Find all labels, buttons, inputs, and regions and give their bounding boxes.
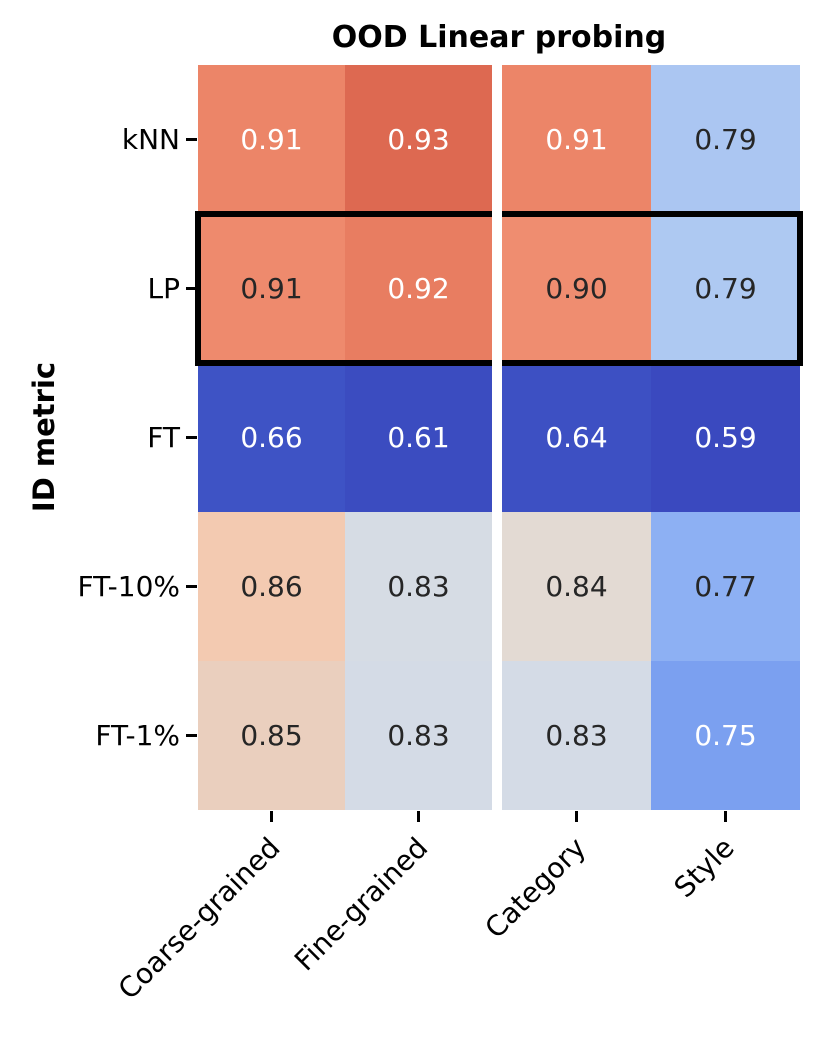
y-tick-label-FT-10%: FT-10% — [77, 569, 180, 603]
heatmap-cell-FT-10%-Category: 0.84 — [502, 512, 651, 661]
y-tick-label-LP: LP — [147, 271, 180, 305]
heatmap-cell-kNN-Style: 0.79 — [651, 65, 800, 214]
heatmap-cell-kNN-Fine-grained: 0.93 — [345, 65, 492, 214]
cell-value: 0.83 — [545, 718, 608, 752]
cell-value: 0.93 — [387, 122, 450, 156]
cell-value: 0.66 — [240, 420, 303, 454]
y-tick-label-kNN: kNN — [121, 122, 180, 156]
heatmap-cell-FT-Fine-grained: 0.61 — [345, 363, 492, 512]
cell-value: 0.83 — [387, 569, 450, 603]
cell-value: 0.75 — [694, 718, 757, 752]
heatmap-cell-FT-1%-Fine-grained: 0.83 — [345, 661, 492, 810]
y-tick-label-FT: FT — [147, 420, 180, 454]
cell-value: 0.86 — [240, 569, 303, 603]
y-tick-mark — [186, 287, 197, 290]
cell-value: 0.91 — [545, 122, 608, 156]
x-tick-mark — [575, 811, 578, 822]
x-tick-label-Coarse-grained: Coarse-grained — [112, 831, 287, 1006]
heatmap-cell-FT-10%-Fine-grained: 0.83 — [345, 512, 492, 661]
cell-value: 0.92 — [387, 271, 450, 305]
x-tick-mark — [270, 811, 273, 822]
y-tick-mark — [186, 436, 197, 439]
x-tick-label-Category: Category — [478, 831, 592, 945]
cell-value: 0.91 — [240, 271, 303, 305]
heatmap-cell-kNN-Category: 0.91 — [502, 65, 651, 214]
cell-value: 0.90 — [545, 271, 608, 305]
cell-value: 0.84 — [545, 569, 608, 603]
cell-value: 0.61 — [387, 420, 450, 454]
cell-value: 0.83 — [387, 718, 450, 752]
chart-title: OOD Linear probing — [331, 20, 667, 55]
heatmap-plot-area: 0.91 0.93 0.91 0.79 0.91 0.92 0.90 0.79 0.66 0.61… — [198, 65, 800, 810]
y-tick-label-FT-1%: FT-1% — [95, 718, 180, 752]
cell-value: 0.79 — [694, 271, 757, 305]
heatmap-cell-FT-Style: 0.59 — [651, 363, 800, 512]
x-tick-label-Fine-grained: Fine-grained — [287, 831, 434, 978]
y-axis-label: ID metric — [27, 361, 61, 513]
y-tick-mark — [186, 585, 197, 588]
heatmap-cell-FT-1%-Coarse-grained: 0.85 — [198, 661, 345, 810]
cell-value: 0.85 — [240, 718, 303, 752]
heatmap-cell-FT-Category: 0.64 — [502, 363, 651, 512]
heatmap-cell-FT-10%-Coarse-grained: 0.86 — [198, 512, 345, 661]
heatmap-cell-kNN-Coarse-grained: 0.91 — [198, 65, 345, 214]
heatmap-cell-FT-1%-Category: 0.83 — [502, 661, 651, 810]
cell-value: 0.91 — [240, 122, 303, 156]
heatmap-cell-LP-Fine-grained: 0.92 — [345, 214, 492, 363]
y-tick-mark — [186, 138, 197, 141]
heatmap-cell-LP-Coarse-grained: 0.91 — [198, 214, 345, 363]
cell-value: 0.77 — [694, 569, 757, 603]
x-tick-mark — [417, 811, 420, 822]
heatmap-cell-FT-Coarse-grained: 0.66 — [198, 363, 345, 512]
heatmap-cell-LP-Style: 0.79 — [651, 214, 800, 363]
heatmap-cell-FT-1%-Style: 0.75 — [651, 661, 800, 810]
y-tick-mark — [186, 734, 197, 737]
cell-value: 0.59 — [694, 420, 757, 454]
x-tick-mark — [724, 811, 727, 822]
cell-value: 0.79 — [694, 122, 757, 156]
x-tick-label-Style: Style — [667, 831, 741, 905]
heatmap-cell-FT-10%-Style: 0.77 — [651, 512, 800, 661]
cell-value: 0.64 — [545, 420, 608, 454]
heatmap-cell-LP-Category: 0.90 — [502, 214, 651, 363]
